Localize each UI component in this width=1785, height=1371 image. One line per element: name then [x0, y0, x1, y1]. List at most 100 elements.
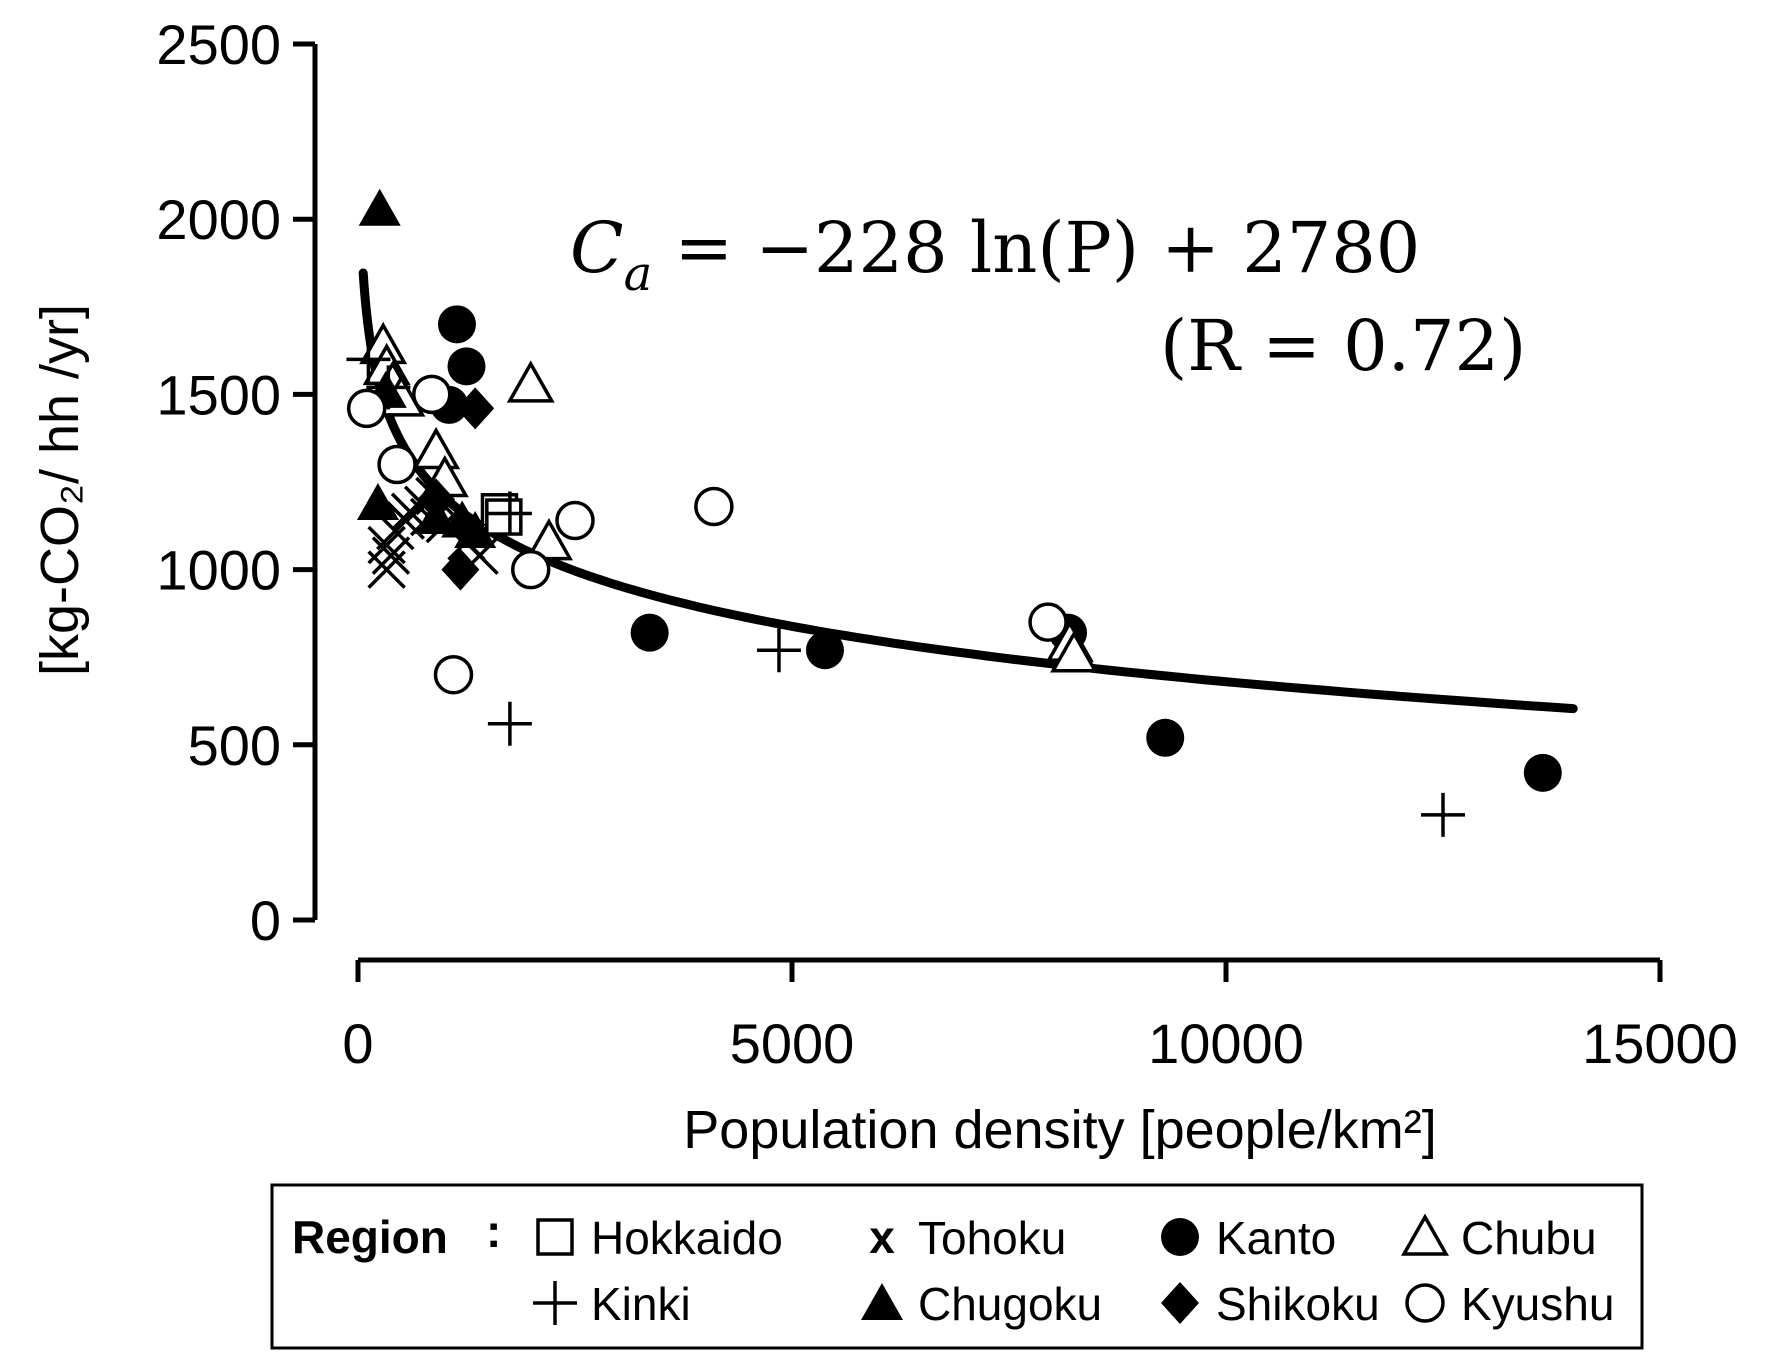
point-kanto-shape [437, 305, 476, 344]
y-tick-label: 2500 [156, 13, 281, 76]
point-kyushu-shape [694, 486, 734, 527]
legend-marker-kanto-shape [1161, 1218, 1199, 1256]
y-tick-labels: 0 500 1000 1500 2000 2500 [156, 13, 281, 952]
legend-entry-tohoku: x Tohoku [869, 1211, 1066, 1264]
legend-colon: : [486, 1205, 501, 1257]
x-tick-label: 15000 [1582, 1012, 1738, 1075]
legend-marker-kyushu-shape [1405, 1283, 1445, 1323]
legend-label-kanto: Kanto [1216, 1212, 1336, 1264]
legend-marker-shikoku [1161, 1282, 1199, 1324]
point-hokkaido-shape [485, 498, 523, 536]
fit-r-value: (R = 0.72) [1160, 305, 1526, 387]
legend-label-kyushu: Kyushu [1461, 1278, 1614, 1330]
x-tick-label: 5000 [730, 1012, 855, 1075]
legend-entry-kinki: Kinki [533, 1278, 691, 1330]
legend-marker-kyushu [1405, 1283, 1445, 1323]
legend-marker-shikoku-shape [1161, 1282, 1199, 1324]
point-chubu [506, 360, 555, 403]
point-kyushu-shape [346, 388, 387, 429]
point-kanto-shape [447, 347, 486, 386]
point-kanto [630, 613, 669, 652]
point-kyushu-shape [510, 549, 551, 590]
point-kyushu [412, 374, 452, 415]
point-kanto-shape [805, 631, 844, 670]
fit-equation-subscript: a [624, 246, 653, 302]
legend-marker-kinki [533, 1281, 577, 1325]
legend-marker-chugoku-shape [861, 1283, 903, 1320]
point-kyushu [510, 549, 551, 590]
point-kanto-shape [1523, 753, 1562, 792]
x-tick-labels: 0 5000 10000 15000 [342, 1012, 1737, 1075]
x-tick-label: 0 [342, 1012, 373, 1075]
axes [293, 41, 1663, 982]
legend: Region : Hokkaido x Tohoku Kanto Chubu Kinki C… [270, 1183, 1644, 1350]
point-chubu-shape [506, 360, 555, 403]
point-kyushu [346, 388, 387, 429]
point-chugoku-shape [358, 188, 401, 226]
point-kinki [756, 628, 801, 673]
point-kyushu [377, 444, 417, 485]
point-kyushu [555, 500, 595, 541]
point-tohoku-shape [371, 536, 411, 575]
legend-marker-kinki-shape [533, 1281, 577, 1325]
point-kinki [487, 701, 532, 746]
point-kanto [447, 347, 486, 386]
legend-marker-hokkaido [536, 1218, 574, 1256]
legend-marker-tohoku: x [869, 1211, 895, 1263]
legend-entry-chubu: Chubu [1400, 1212, 1597, 1264]
point-chubu-shape [524, 518, 573, 561]
point-kinki [346, 337, 391, 382]
point-shikoku-shape [441, 548, 480, 591]
legend-entry-kyushu: Kyushu [1405, 1278, 1614, 1330]
y-tick-label: 2000 [156, 188, 281, 251]
legend-marker-kanto [1161, 1218, 1199, 1256]
point-kanto [437, 305, 476, 344]
legend-entry-kanto: Kanto [1161, 1212, 1336, 1264]
point-kanto-shape [1146, 718, 1185, 757]
point-kyushu-shape [412, 374, 452, 415]
point-hokkaido [485, 498, 523, 536]
point-shikoku-shape [417, 478, 456, 521]
point-chubu-shape [1050, 630, 1099, 673]
point-kyushu [694, 486, 734, 527]
x-axis-title: Population density [people/km²] [683, 1100, 1436, 1160]
point-kyushu-shape [555, 500, 595, 541]
point-shikoku [456, 387, 495, 430]
point-kinki-shape [487, 491, 532, 536]
legend-entries: Hokkaido x Tohoku Kanto Chubu Kinki Chugoku Shi… [533, 1211, 1614, 1330]
point-kyushu [1028, 602, 1068, 642]
y-tick-label: 1500 [156, 363, 281, 426]
legend-marker-hokkaido-shape [536, 1218, 574, 1256]
point-chubu [524, 518, 573, 561]
point-chubu [1050, 630, 1099, 673]
point-chugoku-shape [356, 483, 399, 521]
point-kyushu [433, 654, 474, 695]
legend-marker-chugoku [861, 1283, 903, 1320]
fit-equation-rhs: = −228 ln(P) + 2780 [652, 207, 1420, 289]
legend-label-shikoku: Shikoku [1216, 1278, 1380, 1330]
point-chugoku [356, 483, 399, 521]
legend-label-chugoku: Chugoku [918, 1278, 1102, 1330]
legend-label-hokkaido: Hokkaido [591, 1212, 783, 1264]
y-tick-label: 0 [250, 889, 281, 952]
legend-box [270, 1183, 1644, 1350]
fit-equation: Ca = −228 ln(P) + 2780 [570, 207, 1420, 302]
point-kyushu-shape [377, 444, 417, 485]
point-kinki-shape [756, 628, 801, 673]
legend-label-kinki: Kinki [591, 1278, 691, 1330]
y-axis-title: [kg-CO₂/ hh /yr] [30, 304, 90, 676]
legend-marker-chubu-shape [1400, 1213, 1450, 1256]
legend-label-chubu: Chubu [1461, 1212, 1597, 1264]
point-kanto-shape [630, 613, 669, 652]
point-shikoku [417, 478, 456, 521]
point-chubu-shape [412, 426, 461, 470]
point-kanto [1146, 718, 1185, 757]
point-shikoku-shape [456, 387, 495, 430]
legend-entry-chugoku: Chugoku [861, 1278, 1102, 1330]
legend-entry-shikoku: Shikoku [1161, 1278, 1380, 1330]
point-kyushu-shape [433, 654, 474, 695]
legend-title: Region [292, 1211, 448, 1263]
point-kyushu-shape [1028, 602, 1068, 642]
x-tick-label: 10000 [1148, 1012, 1304, 1075]
